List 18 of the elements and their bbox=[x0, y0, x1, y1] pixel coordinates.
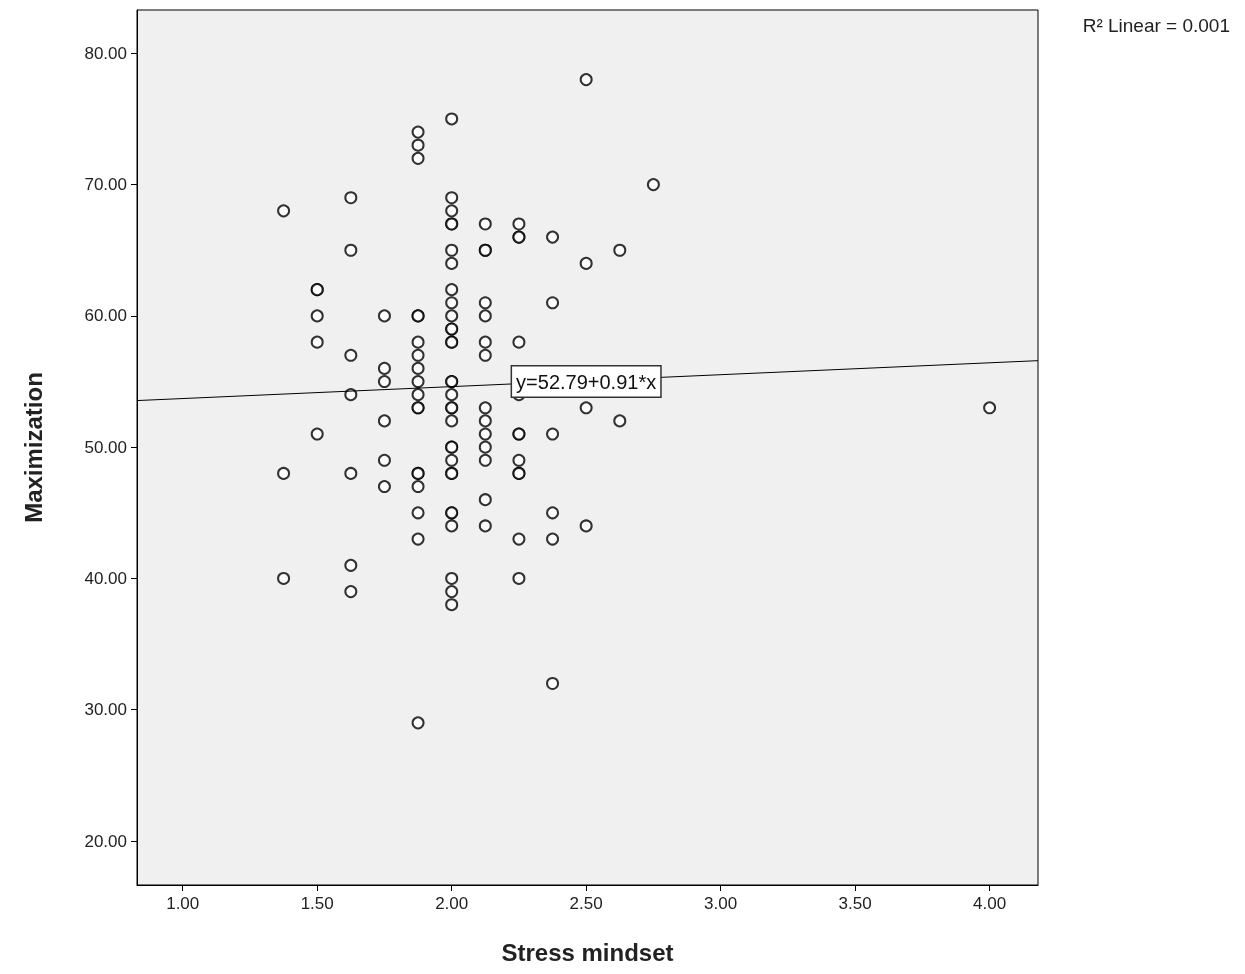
x-tick-label: 1.50 bbox=[300, 894, 334, 913]
y-tick-label: 40.00 bbox=[84, 568, 127, 588]
x-tick-label: 3.00 bbox=[704, 894, 738, 913]
y-axis-title: Maximization bbox=[19, 372, 47, 523]
y-tick-label: 50.00 bbox=[84, 437, 127, 457]
y-tick-label: 30.00 bbox=[84, 700, 127, 720]
text: R² Linear = 0.001 bbox=[1082, 15, 1230, 36]
x-tick-label: 3.50 bbox=[838, 894, 872, 913]
x-tick-label: 4.00 bbox=[973, 894, 1007, 913]
x-axis-title: Stress mindset bbox=[501, 938, 674, 966]
annotation: y=52.79+0.91*x bbox=[516, 370, 657, 393]
y-tick-label: 20.00 bbox=[84, 831, 127, 851]
y-tick-label: 70.00 bbox=[84, 175, 127, 195]
x-tick-label: 1.00 bbox=[166, 894, 200, 913]
x-tick-label: 2.50 bbox=[569, 894, 603, 913]
x-tick-label: 2.00 bbox=[435, 894, 469, 913]
y-tick-label: 60.00 bbox=[84, 306, 127, 326]
y-tick-label: 80.00 bbox=[84, 43, 127, 63]
